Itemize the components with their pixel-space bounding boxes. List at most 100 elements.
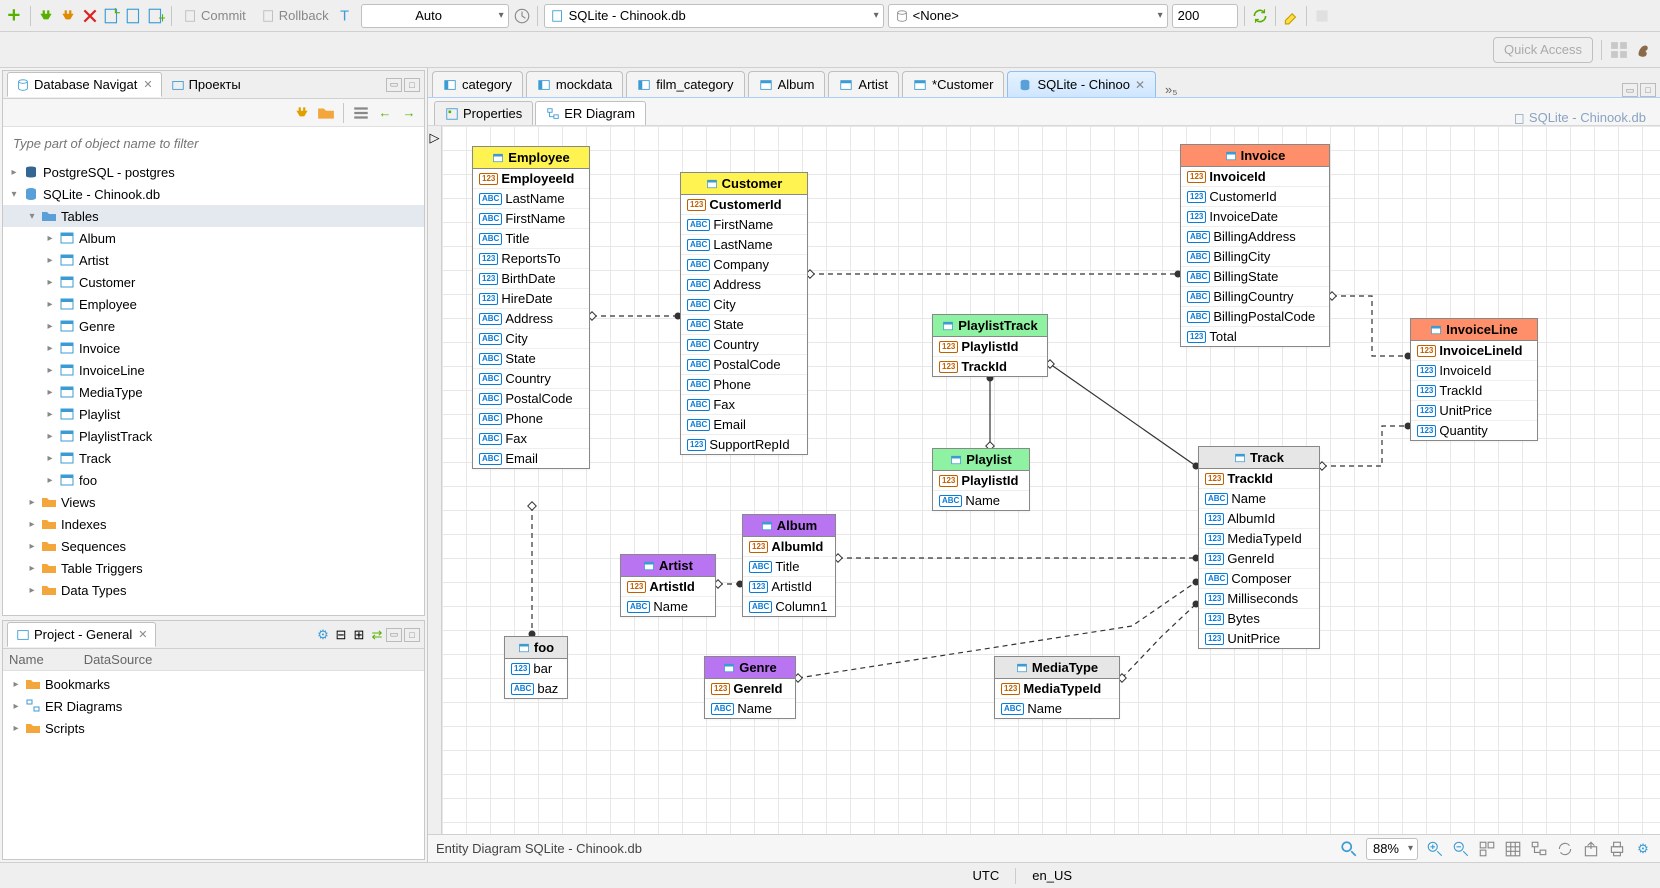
stop-icon[interactable] <box>1313 7 1331 25</box>
rollback-button[interactable]: Rollback <box>256 6 335 25</box>
entity-mediatype[interactable]: MediaType123MediaTypeIdABCName <box>994 656 1120 719</box>
tree-row[interactable]: ▸Playlist <box>3 403 424 425</box>
tree-row[interactable]: ▸Customer <box>3 271 424 293</box>
nav-fwd-icon[interactable]: → <box>400 104 418 122</box>
collapse-icon[interactable]: ⊟ <box>332 626 350 644</box>
entity-column[interactable]: 123CustomerId <box>681 195 807 215</box>
entity-column[interactable]: ABCColumn1 <box>743 597 835 616</box>
entity-column[interactable]: ABCCountry <box>681 335 807 355</box>
entity-column[interactable]: ABCPostalCode <box>681 355 807 375</box>
entity-column[interactable]: ABCName <box>933 491 1029 510</box>
entity-column[interactable]: 123SupportRepId <box>681 435 807 454</box>
entity-column[interactable]: ABCbaz <box>505 679 567 698</box>
nav-plug-icon[interactable] <box>293 104 311 122</box>
entity-column[interactable]: ABCCity <box>681 295 807 315</box>
tree-row[interactable]: ▾Tables <box>3 205 424 227</box>
tree-row[interactable]: ▸Employee <box>3 293 424 315</box>
entity-playlisttrack[interactable]: PlaylistTrack123PlaylistId123TrackId <box>932 314 1048 377</box>
tree-row[interactable]: ▸InvoiceLine <box>3 359 424 381</box>
entity-column[interactable]: ABCCity <box>473 329 589 349</box>
gear-icon[interactable]: ⚙ <box>314 626 332 644</box>
close-icon[interactable]: ✕ <box>138 628 147 641</box>
entity-column[interactable]: 123MediaTypeId <box>1199 529 1319 549</box>
refresh-icon[interactable] <box>1251 7 1269 25</box>
entity-column[interactable]: ABCTitle <box>743 557 835 577</box>
entity-column[interactable]: ABCCountry <box>473 369 589 389</box>
entity-column[interactable]: ABCBillingPostalCode <box>1181 307 1329 327</box>
plug-red-icon[interactable] <box>81 7 99 25</box>
sql-new-icon[interactable] <box>103 7 121 25</box>
entity-column[interactable]: ABCFirstName <box>473 209 589 229</box>
tree-row[interactable]: ▾SQLite - Chinook.db <box>3 183 424 205</box>
entity-column[interactable]: ABCBillingAddress <box>1181 227 1329 247</box>
tree-row[interactable]: ▸Sequences <box>3 535 424 557</box>
entity-column[interactable]: 123InvoiceLineId <box>1411 341 1537 361</box>
entity-column[interactable]: ABCLastName <box>681 235 807 255</box>
sql-add-icon[interactable]: + <box>147 7 165 25</box>
plug-green-icon[interactable] <box>37 7 55 25</box>
commit-button[interactable]: Commit <box>178 6 252 25</box>
tree-row[interactable]: ▸Artist <box>3 249 424 271</box>
entity-column[interactable]: ABCPhone <box>681 375 807 395</box>
minimize-icon[interactable]: ▭ <box>386 628 402 642</box>
maximize-icon[interactable]: □ <box>1640 83 1656 97</box>
perspective-icon[interactable] <box>1610 41 1628 59</box>
nav-config-icon[interactable] <box>352 104 370 122</box>
entity-employee[interactable]: Employee123EmployeeIdABCLastNameABCFirst… <box>472 146 590 469</box>
add-icon[interactable]: ⊞ <box>350 626 368 644</box>
entity-column[interactable]: ABCName <box>705 699 795 718</box>
entity-column[interactable]: 123Total <box>1181 327 1329 346</box>
entity-column[interactable]: ABCLastName <box>473 189 589 209</box>
zoom-in-icon[interactable] <box>1426 840 1444 858</box>
entity-column[interactable]: ABCState <box>473 349 589 369</box>
entity-column[interactable]: 123UnitPrice <box>1199 629 1319 648</box>
entity-column[interactable]: 123TrackId <box>1199 469 1319 489</box>
entity-column[interactable]: 123HireDate <box>473 289 589 309</box>
grid-icon[interactable] <box>1504 840 1522 858</box>
entity-column[interactable]: ABCFax <box>681 395 807 415</box>
entity-column[interactable]: 123AlbumId <box>743 537 835 557</box>
entity-column[interactable]: 123ArtistId <box>621 577 715 597</box>
tree-row[interactable]: ▸foo <box>3 469 424 491</box>
entity-column[interactable]: 123InvoiceDate <box>1181 207 1329 227</box>
tx-mode-icon[interactable]: T <box>339 7 357 25</box>
highlighter-icon[interactable] <box>1282 7 1300 25</box>
nav-tab-projects[interactable]: Проекты <box>162 72 250 97</box>
entity-column[interactable]: 123Quantity <box>1411 421 1537 440</box>
nav-back-icon[interactable]: ← <box>376 104 394 122</box>
entity-column[interactable]: 123Bytes <box>1199 609 1319 629</box>
editor-tab[interactable]: film_category <box>626 71 744 97</box>
palette-collapse-icon[interactable]: ▷ <box>428 126 442 834</box>
entity-invoice[interactable]: Invoice123InvoiceId123CustomerId123Invoi… <box>1180 144 1330 347</box>
entity-column[interactable]: 123EmployeeId <box>473 169 589 189</box>
entity-album[interactable]: Album123AlbumIdABCTitle123ArtistIdABCCol… <box>742 514 836 617</box>
tree-row[interactable]: ▸Indexes <box>3 513 424 535</box>
link-icon[interactable]: ⇄ <box>368 626 386 644</box>
tree-row[interactable]: ▸Invoice <box>3 337 424 359</box>
new-conn-icon[interactable] <box>6 7 24 25</box>
tabs-overflow[interactable]: »₅ <box>1159 82 1183 97</box>
editor-tab[interactable]: Artist <box>828 71 899 97</box>
nav-folder-icon[interactable] <box>317 104 335 122</box>
editor-tab[interactable]: SQLite - Chinoo✕ <box>1007 71 1156 97</box>
er-canvas[interactable]: ▷ Employee123EmployeeIdABCLastNameABCFir… <box>428 126 1660 834</box>
entity-foo[interactable]: foo123barABCbaz <box>504 636 568 699</box>
entity-column[interactable]: ABCPostalCode <box>473 389 589 409</box>
entity-column[interactable]: ABCBillingState <box>1181 267 1329 287</box>
settings-icon[interactable]: ⚙ <box>1634 840 1652 858</box>
maximize-icon[interactable]: □ <box>404 628 420 642</box>
history-icon[interactable] <box>513 7 531 25</box>
entity-column[interactable]: 123bar <box>505 659 567 679</box>
search-icon[interactable] <box>1340 840 1358 858</box>
sql-open-icon[interactable] <box>125 7 143 25</box>
entity-column[interactable]: 123PlaylistId <box>933 471 1029 491</box>
tree-row[interactable]: ▸Data Types <box>3 579 424 601</box>
notation-icon[interactable] <box>1530 840 1548 858</box>
entity-column[interactable]: 123TrackId <box>1411 381 1537 401</box>
entity-column[interactable]: ABCCompany <box>681 255 807 275</box>
zoom-combo[interactable]: 88% <box>1366 838 1418 860</box>
quick-access-input[interactable]: Quick Access <box>1493 37 1593 63</box>
entity-column[interactable]: 123UnitPrice <box>1411 401 1537 421</box>
limit-input[interactable] <box>1172 4 1238 28</box>
nav-filter-input[interactable] <box>7 131 420 155</box>
